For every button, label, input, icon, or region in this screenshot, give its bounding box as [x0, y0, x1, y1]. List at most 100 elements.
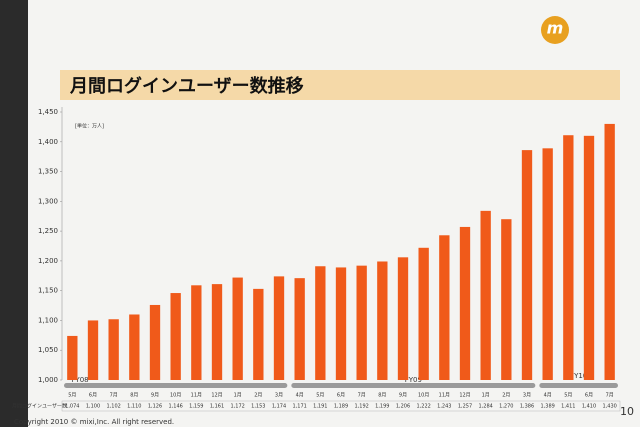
table-row — [61, 400, 621, 412]
x-tick-label: 5月 — [68, 393, 76, 399]
x-tick-label: 1月 — [482, 393, 490, 399]
period-label: FY08 — [71, 376, 88, 384]
bar — [521, 150, 533, 380]
bar — [87, 320, 99, 380]
value-label: 1,171 — [293, 404, 307, 410]
bar — [273, 276, 285, 380]
value-label: 1,389 — [541, 404, 555, 410]
x-tick-label: 5月 — [316, 393, 324, 399]
bar — [583, 135, 595, 380]
y-tick-label: 1,050 — [38, 346, 58, 354]
x-tick-label: 12月 — [459, 393, 470, 399]
bar — [418, 247, 429, 380]
x-tick-label: 10月 — [170, 393, 181, 399]
x-tick-label: 4月 — [296, 393, 304, 399]
value-label: 1,411 — [561, 404, 575, 410]
bar — [315, 266, 326, 380]
bar — [356, 265, 367, 380]
chart-title: 月間ログインユーザー数推移 — [69, 75, 304, 97]
y-tick-label: 1,200 — [38, 257, 58, 265]
x-tick-label: 1月 — [234, 393, 242, 399]
x-tick-label: 9月 — [151, 393, 159, 399]
value-label: 1,257 — [458, 404, 472, 410]
y-tick-label: 1,100 — [38, 316, 58, 324]
bar — [439, 235, 450, 380]
value-label: 1,191 — [313, 404, 327, 410]
bar — [129, 314, 140, 380]
value-label: 1,074 — [65, 404, 79, 410]
value-label: 1,192 — [355, 404, 369, 410]
bar — [170, 293, 181, 380]
y-tick-label: 1,300 — [38, 197, 58, 205]
bar — [108, 319, 119, 380]
bar — [67, 335, 78, 380]
y-tick-label: 1,400 — [38, 138, 58, 146]
value-label: 1,100 — [86, 404, 100, 410]
bar — [232, 277, 243, 380]
logo-text: m — [547, 19, 564, 38]
copyright: Copyright 2010 © mixi,Inc. All right res… — [14, 418, 174, 426]
value-label: 1,110 — [127, 404, 141, 410]
bar — [397, 257, 409, 380]
value-label: 1,189 — [334, 404, 348, 410]
x-tick-label: 8月 — [378, 393, 386, 399]
x-tick-label: 7月 — [358, 393, 366, 399]
x-tick-label: 10月 — [418, 393, 429, 399]
value-label: 1,243 — [437, 404, 451, 410]
bar — [459, 226, 471, 380]
value-label: 1,199 — [375, 404, 389, 410]
bar — [253, 288, 264, 380]
value-label: 1,159 — [189, 404, 203, 410]
row-label: 月間ログインユーザー数 — [12, 403, 67, 410]
value-label: 1,126 — [148, 404, 162, 410]
y-tick-label: 1,350 — [38, 168, 58, 176]
x-tick-label: 9月 — [399, 393, 407, 399]
x-tick-label: 6月 — [89, 393, 97, 399]
bar — [191, 285, 202, 380]
x-tick-label: 11月 — [191, 393, 202, 399]
x-tick-label: 3月 — [275, 393, 283, 399]
x-tick-label: 7月 — [110, 393, 118, 399]
value-label: 1,161 — [210, 404, 224, 410]
period-label: FY09 — [405, 376, 422, 384]
bar — [149, 304, 161, 380]
value-label: 1,153 — [251, 404, 265, 410]
x-tick-label: 4月 — [544, 393, 552, 399]
value-label: 1,386 — [520, 404, 534, 410]
x-tick-label: 3月 — [523, 393, 531, 399]
bar — [563, 135, 574, 380]
x-tick-label: 8月 — [130, 393, 138, 399]
logo — [541, 16, 569, 44]
y-tick-label: 1,150 — [38, 287, 58, 295]
title-band — [60, 70, 620, 100]
x-tick-label: 12月 — [211, 393, 222, 399]
x-tick-label: 6月 — [585, 393, 593, 399]
x-tick-label: 2月 — [254, 393, 262, 399]
bar — [335, 267, 347, 380]
period-label: FY10 — [570, 372, 587, 380]
value-label: 1,430 — [603, 404, 617, 410]
bar — [480, 210, 491, 380]
unit-label: [単位：万人] — [75, 123, 104, 130]
x-tick-label: 5月 — [564, 393, 572, 399]
value-label: 1,222 — [417, 404, 431, 410]
period-band — [64, 383, 288, 388]
value-label: 1,172 — [231, 404, 245, 410]
period-band — [291, 383, 536, 388]
value-label: 1,270 — [499, 404, 513, 410]
y-tick-label: 1,250 — [38, 227, 58, 235]
bar — [542, 148, 553, 380]
period-band — [539, 383, 618, 388]
y-tick-label: 1,450 — [38, 108, 58, 116]
value-label: 1,410 — [582, 404, 596, 410]
x-tick-label: 11月 — [439, 393, 450, 399]
bar — [294, 278, 305, 380]
bar — [501, 219, 512, 380]
value-label: 1,174 — [272, 404, 286, 410]
value-label: 1,206 — [396, 404, 410, 410]
x-tick-label: 6月 — [337, 393, 345, 399]
value-label: 1,284 — [479, 404, 493, 410]
bar — [377, 261, 388, 380]
value-label: 1,146 — [169, 404, 183, 410]
